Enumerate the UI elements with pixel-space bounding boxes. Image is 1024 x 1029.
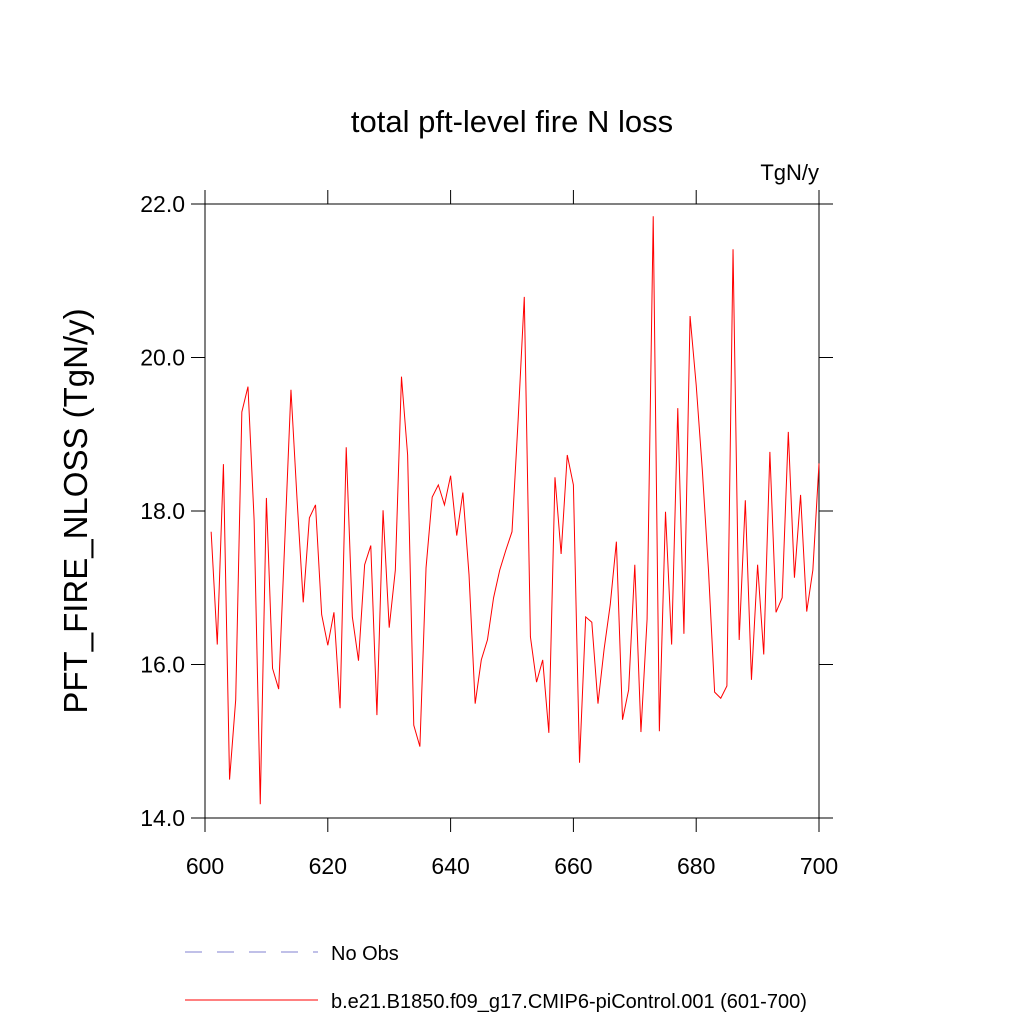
x-tick-label: 700 — [800, 853, 838, 879]
chart-title: total pft-level fire N loss — [351, 104, 673, 139]
plot-frame — [204, 203, 820, 819]
y-tick-label: 22.0 — [140, 191, 185, 217]
y-tick-label: 20.0 — [140, 345, 185, 371]
y-tick-label: 18.0 — [140, 498, 185, 524]
x-tick-label: 680 — [677, 853, 715, 879]
y-tick-label: 14.0 — [140, 805, 185, 831]
x-tick-label: 660 — [554, 853, 592, 879]
units-label: TgN/y — [760, 160, 819, 185]
x-tick-label: 640 — [431, 853, 469, 879]
y-axis-label: PFT_FIRE_NLOSS (TgN/y) — [57, 308, 94, 713]
x-tick-label: 620 — [309, 853, 347, 879]
x-tick-label: 600 — [186, 853, 224, 879]
legend-label: No Obs — [331, 943, 399, 965]
legend-label: b.e21.B1850.f09_g17.CMIP6-piControl.001 … — [331, 991, 807, 1013]
data-line — [210, 216, 820, 805]
y-tick-label: 16.0 — [140, 652, 185, 678]
